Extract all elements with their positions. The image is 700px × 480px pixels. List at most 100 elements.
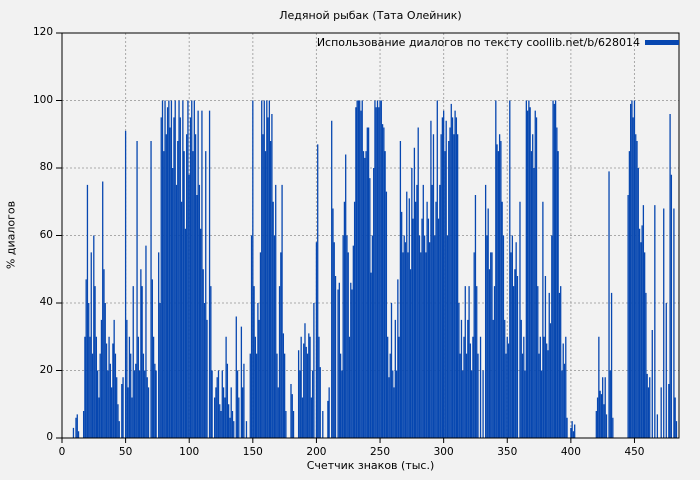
bar <box>205 151 207 439</box>
bar <box>415 201 417 438</box>
bar <box>180 201 183 438</box>
bar <box>469 343 472 438</box>
bar <box>660 387 662 439</box>
bar <box>520 319 522 439</box>
bar <box>512 286 515 439</box>
bar <box>388 377 390 438</box>
bar <box>308 333 310 439</box>
bar <box>161 100 164 438</box>
bar <box>331 120 333 438</box>
bar <box>521 353 524 439</box>
bar <box>183 151 185 439</box>
bar <box>82 411 85 438</box>
bar <box>456 134 459 438</box>
bar <box>467 319 469 439</box>
bar <box>373 168 375 438</box>
bar <box>558 292 561 439</box>
bar <box>374 100 376 438</box>
bar <box>516 276 519 438</box>
bar <box>182 100 184 438</box>
bar <box>146 377 148 438</box>
bar <box>238 397 240 438</box>
bar <box>408 198 410 439</box>
bar <box>669 114 671 438</box>
bar <box>462 370 464 438</box>
bar <box>530 151 533 439</box>
y-tick-label: 40 <box>39 296 53 308</box>
bar <box>598 336 600 438</box>
bar <box>361 100 363 438</box>
bar <box>144 370 146 438</box>
bar <box>392 370 394 438</box>
bar <box>94 286 96 439</box>
x-tick-label: 50 <box>118 446 133 458</box>
bar <box>647 387 650 439</box>
bar <box>417 127 419 438</box>
bar <box>271 114 273 438</box>
bar <box>529 107 531 438</box>
bar <box>230 387 232 439</box>
bar <box>403 235 405 438</box>
bar <box>188 174 190 438</box>
bar <box>85 279 87 439</box>
bar <box>96 370 99 438</box>
y-tick-label: 80 <box>39 161 53 173</box>
bar <box>347 252 349 439</box>
bar <box>304 323 306 438</box>
bar <box>458 303 460 438</box>
bar <box>262 134 264 438</box>
bar <box>197 110 199 439</box>
bar <box>187 100 189 438</box>
bar <box>644 252 646 439</box>
bar <box>401 211 403 439</box>
bar <box>164 100 166 438</box>
bar <box>627 195 629 438</box>
y-tick-label: 120 <box>32 26 53 38</box>
bar <box>305 346 307 439</box>
bar <box>333 242 335 438</box>
bar <box>255 353 258 439</box>
bar <box>432 134 435 438</box>
bar <box>107 370 109 438</box>
x-tick-label: 300 <box>433 446 454 458</box>
bar <box>210 286 212 439</box>
bar <box>637 168 639 438</box>
bar <box>646 373 648 439</box>
bar <box>132 286 134 439</box>
bar <box>561 370 563 438</box>
bar <box>562 343 564 438</box>
x-axis-label: Счетчик знаков (тыс.) <box>306 459 435 472</box>
bar <box>369 178 371 439</box>
bar <box>291 394 293 439</box>
bar <box>477 353 479 439</box>
bar <box>263 100 265 438</box>
bar <box>437 218 440 439</box>
bar <box>233 421 235 439</box>
bar <box>674 397 676 438</box>
bar <box>151 279 153 439</box>
bar <box>387 336 389 438</box>
bar <box>158 252 160 439</box>
y-tick-label: 0 <box>46 431 53 443</box>
bar <box>365 151 367 439</box>
x-tick-label: 450 <box>624 446 645 458</box>
bar <box>217 370 220 438</box>
bar <box>261 100 263 438</box>
bar <box>502 235 505 438</box>
bar <box>328 387 330 439</box>
bar <box>399 141 402 438</box>
bar <box>385 191 388 439</box>
bar <box>608 171 610 439</box>
bar <box>631 100 633 438</box>
bar <box>145 245 147 439</box>
bar <box>381 124 384 439</box>
bar <box>215 387 217 439</box>
bar <box>370 272 372 439</box>
bar <box>434 235 436 438</box>
bar <box>384 151 386 439</box>
bar <box>378 107 380 438</box>
bar <box>272 201 274 438</box>
bar <box>628 151 631 439</box>
bar <box>170 100 173 438</box>
bar <box>186 134 188 438</box>
